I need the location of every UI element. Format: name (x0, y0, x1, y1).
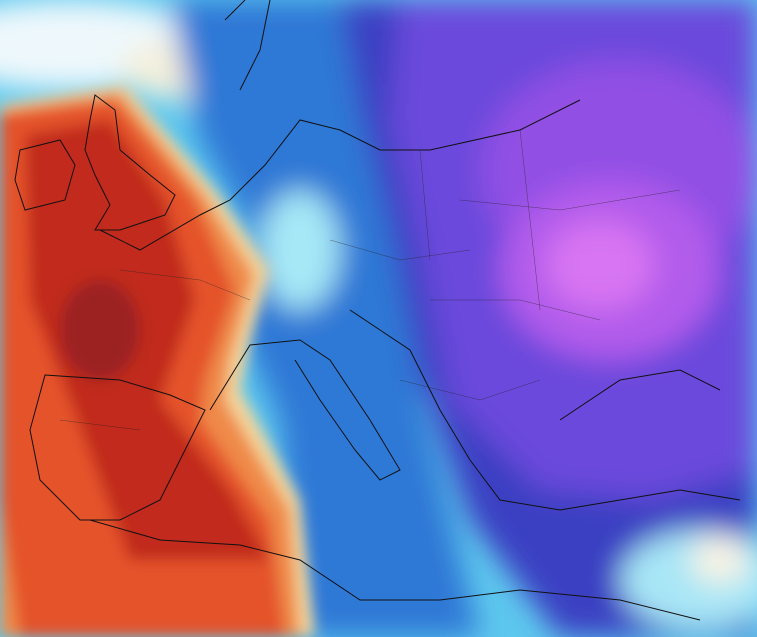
warm-field (0, 85, 315, 637)
cyan-patch (260, 190, 340, 310)
border-lines (59, 129, 681, 431)
coast-black-sea (559, 369, 721, 421)
white-patch (690, 535, 750, 585)
coast-ireland (14, 139, 76, 211)
coast-iberia (29, 374, 206, 521)
borders (59, 129, 681, 431)
coast-scandinavia (224, 0, 271, 91)
coastlines (14, 0, 741, 621)
coast-africa (89, 519, 701, 621)
dark-red-core (25, 120, 270, 560)
coast-north (99, 99, 581, 251)
coast-italy (209, 339, 401, 481)
coast-balkans (349, 309, 741, 511)
coast-britain (84, 94, 176, 231)
darkest-core (60, 280, 140, 380)
pink-core (545, 220, 655, 310)
